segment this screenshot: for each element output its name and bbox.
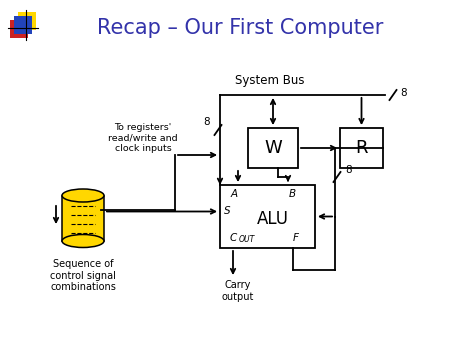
Text: A: A bbox=[230, 189, 238, 199]
Text: B: B bbox=[288, 189, 296, 199]
Text: OUT: OUT bbox=[239, 235, 255, 243]
Bar bbox=[62, 195, 104, 241]
Text: 8: 8 bbox=[400, 88, 407, 98]
Text: Carry
output: Carry output bbox=[222, 280, 254, 301]
Bar bbox=[18, 12, 36, 30]
Bar bbox=[340, 128, 383, 168]
Bar bbox=[220, 185, 315, 248]
Bar bbox=[10, 20, 28, 38]
Text: Sequence of
control signal
combinations: Sequence of control signal combinations bbox=[50, 259, 116, 292]
Text: ALU: ALU bbox=[256, 211, 288, 228]
Bar bbox=[14, 16, 32, 34]
Text: 8: 8 bbox=[345, 165, 351, 175]
Text: System Bus: System Bus bbox=[235, 74, 305, 87]
Text: Recap – Our First Computer: Recap – Our First Computer bbox=[97, 18, 383, 38]
Text: To registers'
read/write and
clock inputs: To registers' read/write and clock input… bbox=[108, 123, 178, 153]
Text: F: F bbox=[293, 233, 299, 243]
Ellipse shape bbox=[62, 235, 104, 247]
Ellipse shape bbox=[62, 189, 104, 202]
Text: W: W bbox=[264, 139, 282, 157]
Text: 8: 8 bbox=[203, 117, 210, 127]
Bar bbox=[248, 128, 298, 168]
Text: S: S bbox=[224, 207, 230, 217]
Text: R: R bbox=[355, 139, 368, 157]
Text: C: C bbox=[230, 233, 237, 243]
